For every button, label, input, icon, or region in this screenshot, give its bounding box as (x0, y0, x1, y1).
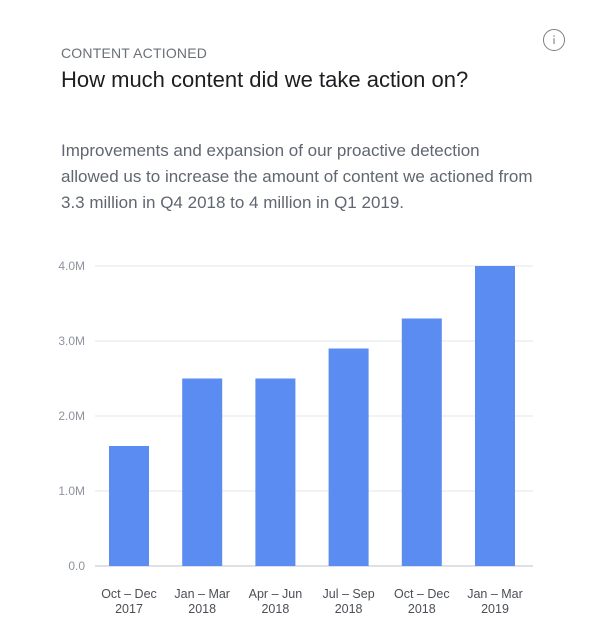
y-tick-label: 0.0 (68, 559, 85, 573)
bar (255, 378, 296, 566)
y-tick-label: 1.0M (58, 484, 85, 498)
x-tick-label: Jan – Mar (467, 587, 523, 601)
x-tick-label: 2019 (481, 602, 509, 616)
info-icon (549, 34, 559, 46)
x-tick-label: 2018 (335, 602, 363, 616)
x-tick-label: Jan – Mar (174, 587, 230, 601)
x-tick-label: 2017 (115, 602, 143, 616)
x-tick-label: 2018 (188, 602, 216, 616)
y-tick-label: 4.0M (58, 259, 85, 273)
x-tick-label: Jul – Sep (323, 587, 375, 601)
x-tick-label: 2018 (408, 602, 436, 616)
bar (328, 348, 369, 566)
x-tick-label: Oct – Dec (394, 587, 450, 601)
bar (109, 446, 149, 566)
chart-description: Improvements and expansion of our proact… (61, 141, 533, 212)
bar (475, 266, 515, 566)
info-button[interactable] (543, 29, 565, 51)
x-tick-label: Oct – Dec (101, 587, 157, 601)
bar (401, 318, 442, 566)
x-tick-label: Apr – Jun (249, 587, 303, 601)
x-tick-label: 2018 (261, 602, 289, 616)
y-tick-label: 3.0M (58, 334, 85, 348)
page-title: How much content did we take action on? (61, 67, 469, 92)
bar (182, 378, 223, 566)
section-eyebrow: CONTENT ACTIONED (61, 45, 208, 61)
y-tick-label: 2.0M (58, 409, 85, 423)
